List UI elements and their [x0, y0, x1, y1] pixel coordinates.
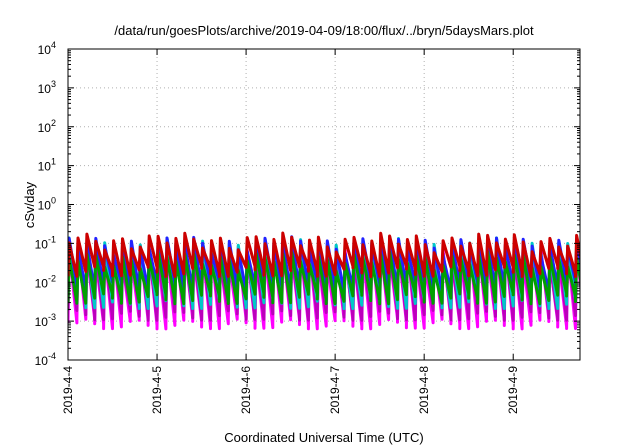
series-group	[68, 231, 580, 331]
chart-title: /data/run/goesPlots/archive/2019-04-09/1…	[114, 23, 534, 38]
x-tick-label: 2019-4-4	[61, 366, 75, 414]
y-tick-label: 10-1	[35, 234, 56, 251]
y-tick-label: 10-2	[35, 273, 56, 290]
y-tick-label: 10-4	[35, 351, 56, 368]
y-axis-label: cSv/day	[22, 181, 37, 228]
series-line	[68, 250, 580, 306]
y-tick-label: 100	[38, 196, 56, 213]
x-tick-label: 2019-4-8	[417, 366, 431, 414]
series-line	[68, 231, 580, 279]
y-axis: 104 103 102 101 100 10-1 10-2 10-3 10-4	[35, 40, 580, 368]
y-tick-label: 101	[38, 157, 56, 174]
y-tick-label: 104	[38, 40, 56, 57]
y-tick-label: 102	[38, 118, 56, 135]
y-tick-label: 10-3	[35, 312, 56, 329]
x-tick-label: 2019-4-7	[328, 366, 342, 414]
x-tick-label: 2019-4-9	[506, 366, 520, 414]
x-axis: 2019-4-4 2019-4-5 2019-4-6 2019-4-7 2019-4-8…	[61, 49, 520, 414]
y-tick-label: 103	[38, 79, 56, 96]
x-tick-label: 2019-4-5	[150, 366, 164, 414]
x-axis-label: Coordinated Universal Time (UTC)	[224, 430, 423, 445]
x-tick-label: 2019-4-6	[239, 366, 253, 414]
